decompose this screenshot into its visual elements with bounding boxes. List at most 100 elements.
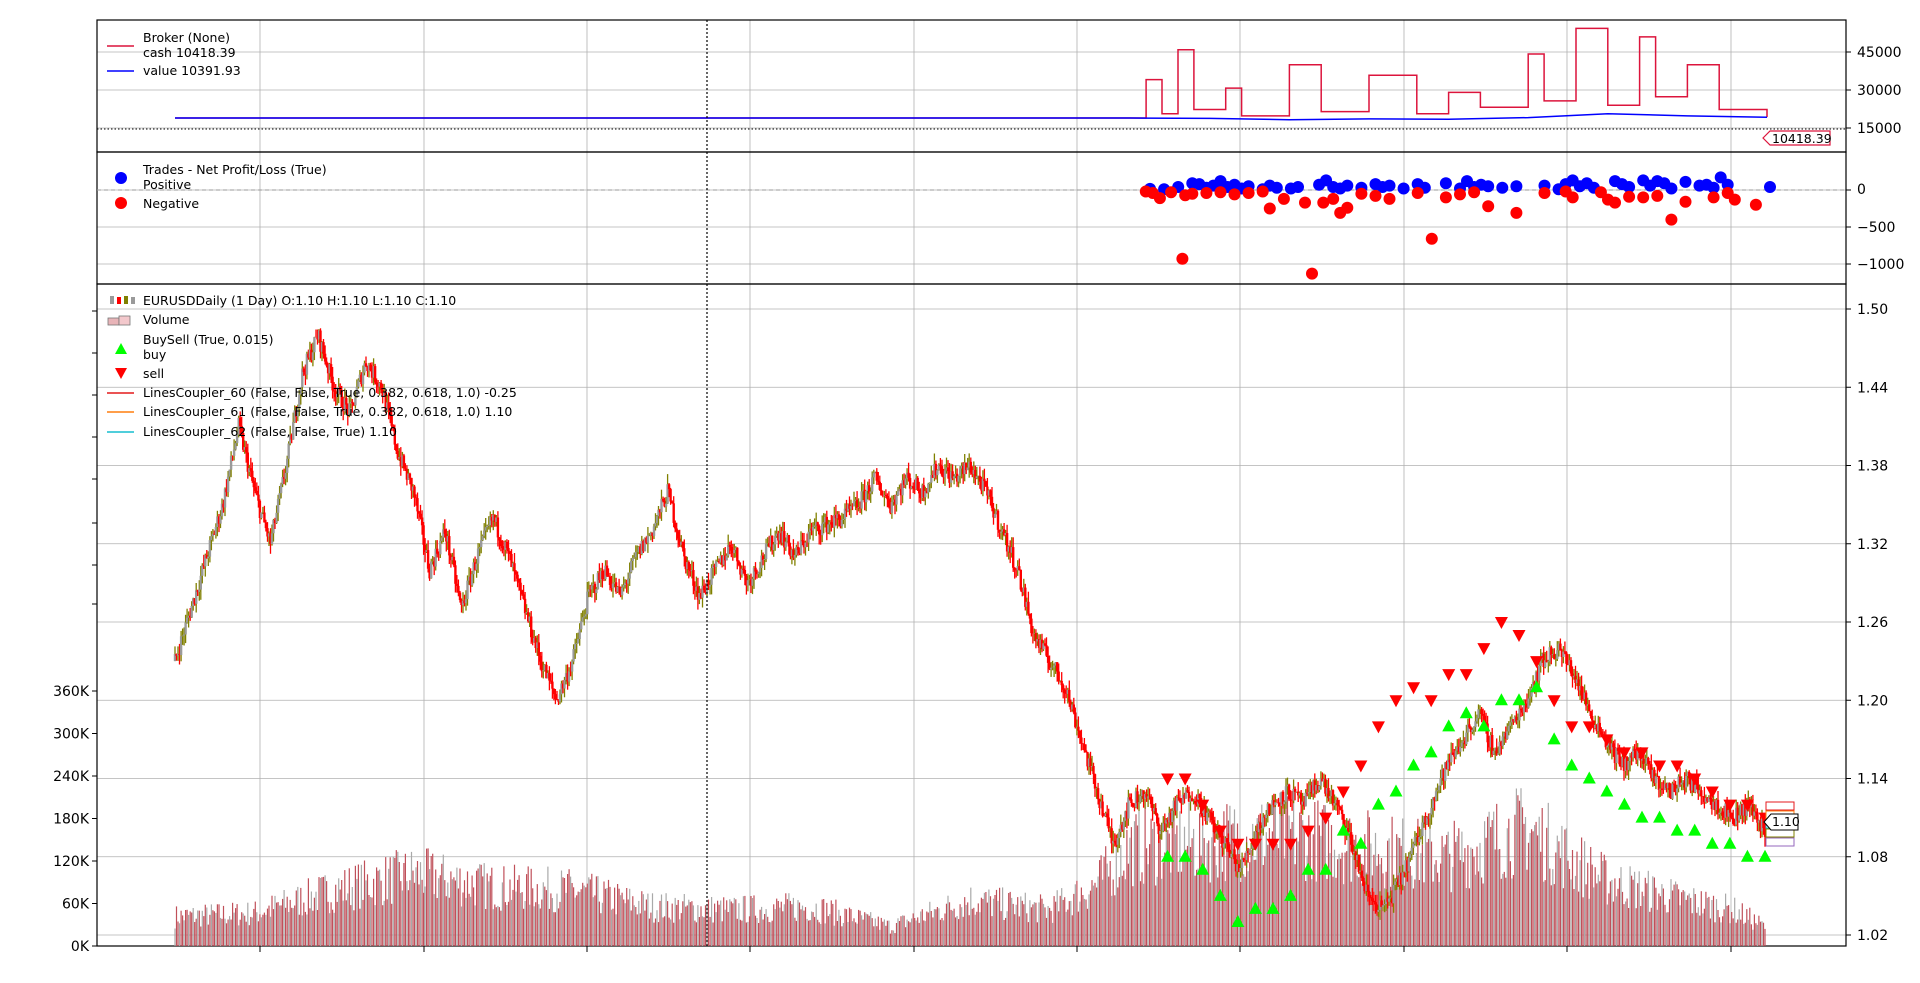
sell-marker [1442, 669, 1456, 682]
positive-trade-point [1482, 180, 1495, 193]
negative-trade-point [1510, 206, 1523, 219]
sell-legend-marker [115, 368, 127, 379]
buy-marker [1512, 693, 1526, 706]
sell-marker [1248, 838, 1262, 851]
sell-marker [1231, 838, 1245, 851]
volume-ytick-label: 360K [53, 684, 90, 700]
buy-marker [1758, 849, 1772, 862]
trades-ytick: −500 [1857, 220, 1895, 236]
coupler-level-tag [1765, 801, 1795, 811]
broker-series-cash [175, 27, 1768, 119]
volume-ytick-label: 240K [53, 769, 90, 785]
buy-marker [1547, 732, 1561, 745]
sell-marker [1600, 734, 1614, 747]
buy-marker [1670, 823, 1684, 836]
broker-ytick: 15000 [1857, 121, 1902, 137]
broker-last-value: 10418.39 [1772, 131, 1832, 146]
negative-trade-point [1214, 186, 1227, 199]
negative-trade-point [1468, 186, 1481, 199]
sell-marker [1565, 721, 1579, 734]
negative-trade-point [1256, 185, 1269, 198]
buy-marker [1617, 797, 1631, 810]
sell-marker [1617, 747, 1631, 760]
buy-marker [1248, 901, 1262, 914]
sell-marker [1371, 721, 1385, 734]
negative-trade-point [1749, 198, 1762, 211]
negative-trade-point [1242, 187, 1255, 199]
buy-marker [1688, 823, 1702, 836]
volume-ytick-label: 0K [71, 939, 90, 955]
buy-marker [1565, 758, 1579, 771]
broker-plot [97, 27, 1846, 130]
positive-trade-point [1397, 182, 1410, 195]
buy-marker [1284, 888, 1298, 901]
price-right-axis: 1.02 1.08 1.14 1.20 1.26 1.32 1.38 1.44 1.50 [1846, 302, 1888, 944]
broker-legend: Broker (None) cash 10418.39 value 10391.… [107, 30, 241, 78]
positive-trade-point [1383, 179, 1396, 192]
volume-legend-icon [107, 315, 131, 326]
price-legend-title: EURUSDDaily (1 Day) O:1.10 H:1.10 L:1.10… [143, 293, 456, 308]
negative-trade-point [1728, 193, 1741, 206]
positive-trade-point [1623, 181, 1636, 193]
trades-plot [97, 171, 1846, 280]
sell-marker [1161, 773, 1175, 786]
negative-trade-point [1454, 188, 1466, 201]
negative-trade-point [1411, 187, 1424, 199]
buy-marker [1424, 745, 1438, 758]
buy-marker [1178, 849, 1192, 862]
positive-legend-label: Positive [143, 177, 191, 192]
positive-trade-point [1341, 179, 1354, 192]
negative-trade-point [1153, 192, 1166, 205]
broker-panel-frame [96, 19, 1847, 153]
price-last-value-tag: 1.10 [1763, 813, 1800, 831]
positive-trade-point [1510, 180, 1523, 193]
negative-trade-point [1665, 213, 1678, 226]
positive-trade-point [1439, 177, 1452, 190]
buy-marker [1266, 901, 1280, 914]
sell-marker [1547, 695, 1561, 708]
negative-trade-point [1176, 252, 1189, 265]
sell-marker [1512, 630, 1526, 643]
trades-axis: 0 −500 −1000 [1857, 182, 1904, 273]
sell-marker [1389, 695, 1403, 708]
trades-ytick: −1000 [1857, 257, 1904, 273]
sell-marker [1530, 656, 1544, 669]
negative-trade-point [1327, 192, 1340, 205]
negative-trade-point [1355, 187, 1368, 200]
negative-trade-point [1623, 190, 1636, 203]
negative-trade-point [1341, 201, 1354, 214]
broker-ytick: 45000 [1857, 45, 1902, 61]
sell-marker [1284, 838, 1298, 851]
negative-trade-point [1299, 196, 1311, 209]
broker-axis: 45000 30000 15000 [1857, 45, 1902, 137]
negative-trade-point [1165, 186, 1178, 199]
buy-marker [1459, 706, 1473, 719]
buy-marker [1371, 797, 1385, 810]
volume-legend-label: Volume [143, 312, 190, 327]
buy-marker [1740, 849, 1754, 862]
positive-trade-point [1679, 175, 1692, 188]
value-legend-label: value 10391.93 [143, 63, 241, 78]
positive-trade-point [1292, 181, 1304, 193]
buy-marker [1389, 784, 1403, 797]
sell-marker [1424, 695, 1438, 708]
buysell-markers [1161, 617, 1772, 927]
buy-marker [1635, 810, 1649, 823]
volume-ytick-label: 60K [62, 897, 90, 913]
buy-marker [1231, 914, 1245, 927]
price-last-value: 1.10 [1772, 814, 1800, 829]
negative-trade-point [1482, 200, 1495, 213]
sell-marker [1740, 799, 1754, 812]
price-ytick-label: 1.02 [1857, 928, 1888, 944]
buy-marker [1705, 836, 1719, 849]
grid-layer [97, 20, 1851, 952]
negative-trade-point [1609, 196, 1621, 209]
negative-trade-point [1306, 267, 1318, 280]
buy-marker [1494, 693, 1508, 706]
sell-marker [1301, 825, 1315, 838]
buy-marker [1213, 888, 1227, 901]
negative-trade-point [1566, 191, 1579, 204]
buy-marker [1723, 836, 1737, 849]
negative-trade-point [1263, 202, 1276, 215]
